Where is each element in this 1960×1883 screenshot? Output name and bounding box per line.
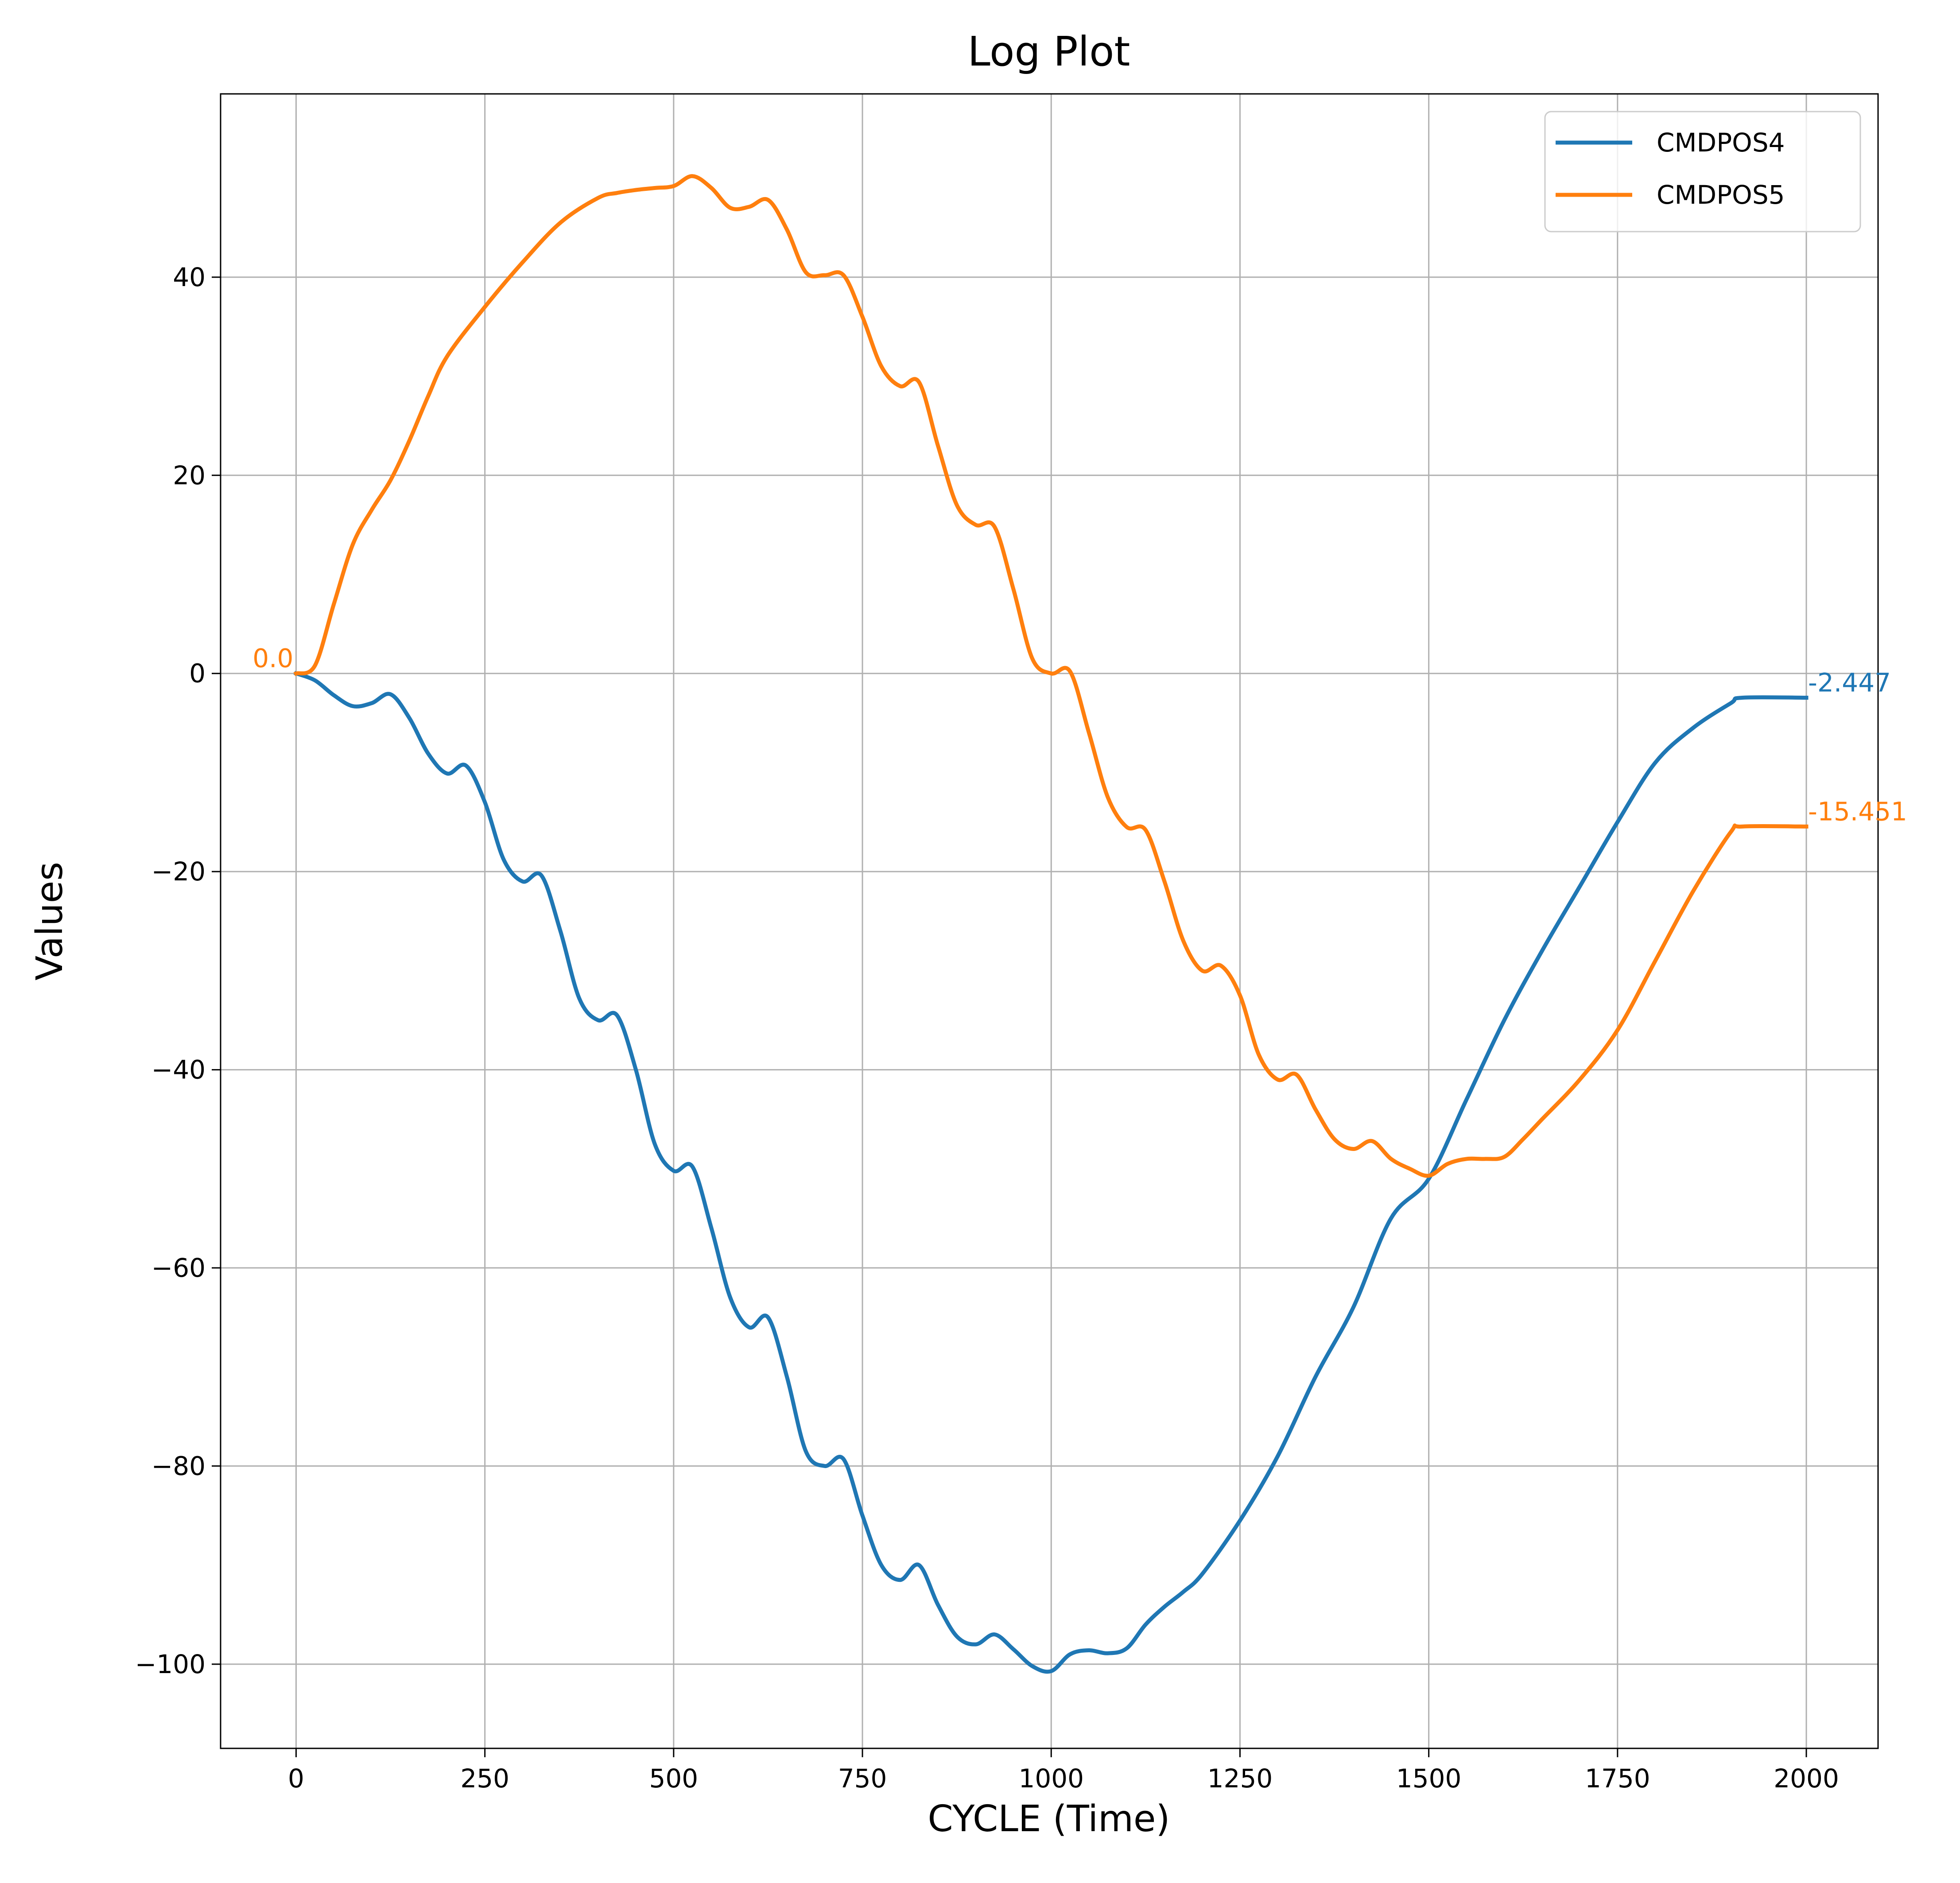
axis-ticks: 0 250 500 750 1000 1250 1500 1750 2000 40 20 0 −20 −4… <box>135 262 1839 1794</box>
x-tick-label: 0 <box>288 1763 304 1794</box>
y-tick-label: 0 <box>189 659 206 689</box>
legend: CMDPOS4 CMDPOS5 <box>1544 111 1861 232</box>
x-tick-label: 1250 <box>1207 1763 1273 1794</box>
x-tick-label: 1750 <box>1585 1763 1650 1794</box>
x-tick-label: 250 <box>460 1763 509 1794</box>
series-line-cmdpos5 <box>293 174 1809 1178</box>
y-tick-label: −60 <box>151 1253 206 1283</box>
x-tick-label: 2000 <box>1774 1763 1839 1794</box>
y-tick-label: 20 <box>173 460 206 490</box>
plot-frame <box>220 93 1879 1749</box>
x-tick-label: 500 <box>649 1763 699 1794</box>
x-tick-label: 1000 <box>1018 1763 1084 1794</box>
y-tick-label: −100 <box>135 1649 206 1679</box>
grid-lines <box>221 94 1878 1748</box>
x-axis-label: CYCLE (Time) <box>928 1798 1170 1840</box>
y-tick-label: 40 <box>173 262 206 292</box>
data-label: -15.451 <box>1808 796 1907 826</box>
legend-label-cmdpos5: CMDPOS5 <box>1657 180 1785 210</box>
legend-label-cmdpos4: CMDPOS4 <box>1657 128 1785 158</box>
y-tick-label: −40 <box>151 1055 206 1085</box>
series-lines <box>293 174 1809 1674</box>
chart-title: Log Plot <box>968 28 1130 75</box>
series-line-cmdpos4 <box>293 670 1809 1674</box>
data-annotations: 0.0 -2.447 -15.451 <box>252 643 1907 827</box>
data-label: -2.447 <box>1808 667 1891 697</box>
y-axis-label: Values <box>29 862 71 980</box>
data-label: 0.0 <box>252 643 293 674</box>
x-tick-label: 750 <box>838 1763 887 1794</box>
y-tick-label: −80 <box>151 1451 206 1481</box>
y-tick-label: −20 <box>151 856 206 887</box>
x-tick-label: 1500 <box>1396 1763 1462 1794</box>
